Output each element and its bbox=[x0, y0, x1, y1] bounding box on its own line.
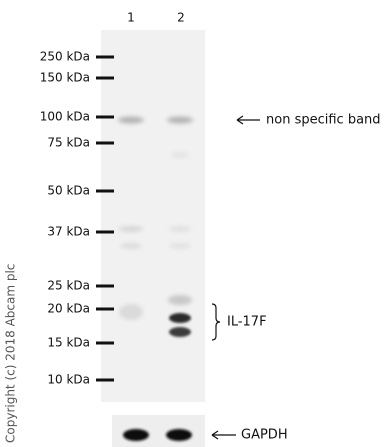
blot-membrane bbox=[101, 30, 205, 402]
marker-label: 37 kDa bbox=[47, 225, 90, 239]
marker-tick bbox=[96, 142, 114, 145]
marker-label: 75 kDa bbox=[47, 136, 90, 150]
annotation: GAPDH bbox=[241, 428, 288, 443]
gapdh-membrane bbox=[112, 415, 205, 447]
arrow bbox=[212, 431, 236, 439]
marker-tick bbox=[96, 308, 114, 311]
annotation: IL-17F bbox=[227, 315, 267, 330]
marker-label: 100 kDa bbox=[40, 110, 90, 124]
marker-tick bbox=[96, 231, 114, 234]
marker-label: 10 kDa bbox=[47, 373, 90, 387]
marker-tick bbox=[96, 190, 114, 193]
marker-label: 50 kDa bbox=[47, 184, 90, 198]
marker-tick bbox=[96, 116, 114, 119]
lane-label: 1 bbox=[127, 11, 135, 25]
western-blot-figure: 1 2 non specific band IL-17F GAPDH Copyr… bbox=[0, 0, 386, 447]
annotation: non specific band bbox=[266, 113, 381, 128]
arrow bbox=[237, 116, 260, 124]
lane-label: 2 bbox=[177, 11, 185, 25]
marker-tick bbox=[96, 379, 114, 382]
marker-tick bbox=[96, 342, 114, 345]
marker-label: 15 kDa bbox=[47, 336, 90, 350]
marker-tick bbox=[96, 77, 114, 80]
marker-label: 150 kDa bbox=[40, 71, 90, 85]
copyright: Copyright (c) 2018 Abcam plc bbox=[4, 264, 18, 443]
bracket bbox=[212, 304, 220, 340]
marker-label: 25 kDa bbox=[47, 279, 90, 293]
marker-label: 20 kDa bbox=[47, 302, 90, 316]
marker-label: 250 kDa bbox=[40, 50, 90, 64]
marker-tick bbox=[96, 56, 114, 59]
marker-tick bbox=[96, 285, 114, 288]
